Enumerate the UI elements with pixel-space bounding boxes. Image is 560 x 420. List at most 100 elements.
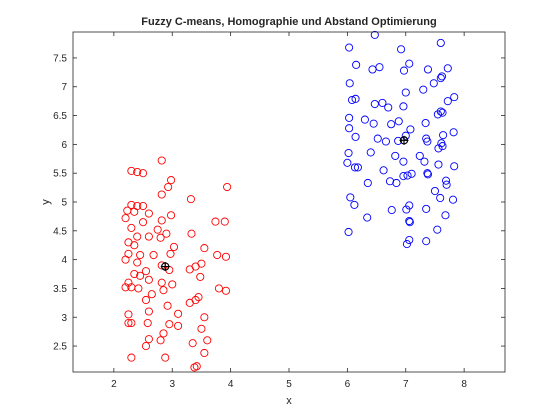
data-point-series-1	[127, 166, 136, 175]
data-point-series-1	[187, 229, 196, 238]
data-point-series-1	[197, 324, 206, 333]
data-point-series-2	[381, 137, 390, 146]
data-point-series-2	[345, 124, 354, 133]
plot-border	[72, 31, 506, 373]
data-point-series-1	[213, 250, 222, 260]
data-point-series-1	[149, 250, 158, 260]
y-tick-label: 3	[61, 313, 67, 324]
x-tick-label: 5	[286, 379, 292, 390]
data-point-series-2	[405, 59, 414, 68]
data-point-series-2	[343, 158, 352, 167]
data-point-series-2	[405, 216, 414, 226]
data-point-series-2	[422, 237, 431, 246]
data-point-series-2	[436, 107, 445, 116]
data-point-series-2	[433, 225, 442, 234]
data-point-series-2	[350, 200, 359, 209]
data-point-series-2	[434, 144, 443, 153]
data-point-series-1	[220, 217, 229, 226]
cluster-centers	[160, 135, 409, 272]
data-point-series-2	[443, 97, 452, 106]
data-point-series-2	[345, 113, 354, 122]
data-point-series-1	[174, 321, 183, 330]
data-point-series-1	[141, 267, 151, 276]
data-point-series-1	[133, 258, 142, 267]
data-point-series-1	[203, 336, 212, 345]
data-point-series-2	[392, 178, 401, 188]
data-point-series-1	[174, 309, 183, 318]
data-point-series-2	[433, 110, 442, 119]
y-tick-label: 7.5	[53, 53, 67, 64]
data-point-series-1	[144, 275, 153, 284]
data-point-series-2	[384, 103, 393, 112]
x-tick-label: 6	[345, 379, 351, 390]
data-point-series-2	[345, 79, 354, 88]
data-point-series-1	[144, 232, 153, 241]
data-point-series-2	[394, 117, 403, 126]
data-point-series-2	[344, 148, 353, 158]
data-point-series-2	[363, 178, 372, 188]
data-point-series-1	[121, 255, 130, 264]
data-point-series-1	[200, 348, 209, 358]
data-point-series-1	[166, 249, 175, 258]
data-point-series-2	[434, 160, 443, 169]
data-point-series-2	[401, 88, 410, 97]
data-point-series-1	[167, 176, 176, 185]
data-point-series-2	[370, 30, 379, 39]
data-point-series-1	[144, 335, 153, 344]
data-point-series-2	[347, 95, 357, 105]
data-point-series-1	[133, 232, 142, 241]
data-point-series-2	[399, 102, 408, 111]
data-point-series-2	[350, 163, 360, 172]
data-point-series-2	[346, 193, 355, 202]
data-point-series-2	[405, 201, 414, 210]
data-point-series-1	[124, 278, 133, 287]
data-point-series-1	[211, 217, 220, 226]
data-point-series-1	[133, 167, 142, 177]
data-point-series-1	[164, 182, 173, 192]
data-point-series-1	[186, 195, 195, 204]
y-tick-label: 5	[61, 198, 67, 209]
data-point-series-1	[165, 320, 174, 329]
y-tick-label: 6.5	[53, 111, 67, 122]
data-point-series-1	[141, 295, 151, 305]
data-point-series-1	[168, 280, 177, 289]
data-point-series-1	[190, 363, 199, 372]
data-point-series-2	[406, 125, 415, 134]
data-point-series-1	[156, 233, 165, 242]
data-point-series-2	[401, 131, 410, 140]
data-point-series-2	[450, 162, 459, 171]
data-point-series-2	[399, 157, 408, 166]
data-point-series-1	[196, 272, 205, 281]
y-tick-label: 4.5	[53, 226, 67, 237]
data-point-series-1	[188, 339, 197, 348]
data-point-series-1	[153, 225, 162, 234]
data-point-series-1	[139, 169, 148, 178]
data-point-series-1	[141, 342, 151, 351]
data-point-series-2	[373, 134, 382, 143]
data-point-series-2	[436, 38, 445, 47]
x-tick-label: 7	[403, 379, 409, 390]
data-point-series-2	[437, 72, 447, 81]
data-point-series-1	[121, 214, 130, 223]
data-point-series-2	[450, 93, 459, 102]
x-axis-label: x	[286, 395, 292, 407]
data-point-series-2	[443, 64, 452, 73]
x-axis-ticks: 2 3 4 5 6 7 8	[111, 32, 467, 390]
plot-area	[73, 32, 505, 372]
data-point-series-2	[441, 211, 450, 220]
data-point-series-1	[200, 244, 209, 253]
data-point-series-2	[421, 119, 430, 128]
data-point-series-2	[430, 187, 439, 196]
data-point-series-1	[143, 318, 152, 328]
data-point-series-1	[147, 290, 156, 299]
data-point-series-2	[391, 151, 400, 160]
data-point-series-1	[124, 318, 133, 328]
data-point-series-2	[403, 171, 412, 180]
data-point-series-1	[157, 216, 166, 225]
data-point-series-1	[161, 353, 170, 362]
data-point-series-2	[351, 94, 360, 103]
data-point-series-1	[221, 286, 231, 295]
y-tick-label: 5.5	[53, 169, 67, 180]
y-tick-label: 3.5	[53, 284, 67, 295]
